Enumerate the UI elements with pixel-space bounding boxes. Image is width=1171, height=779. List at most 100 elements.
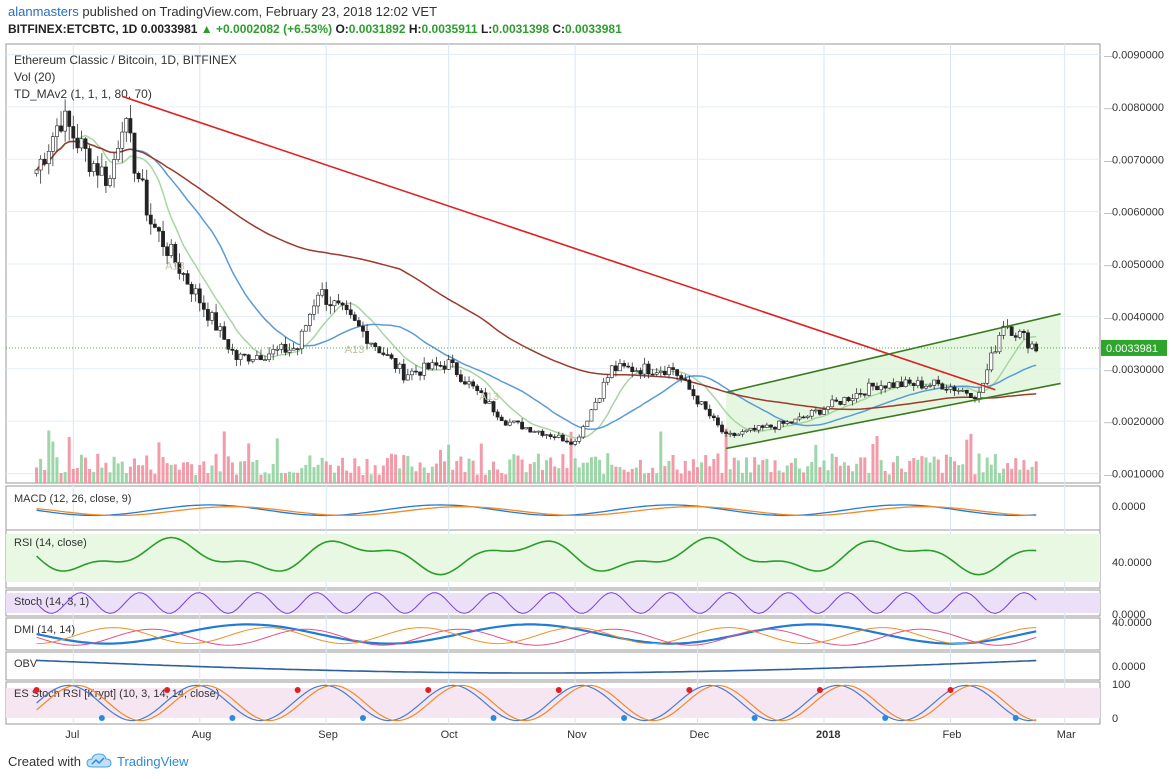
volume-bar xyxy=(422,467,426,483)
time-axis-label: Sep xyxy=(318,729,338,741)
candle-body xyxy=(830,399,835,408)
candle-body xyxy=(458,374,463,382)
candle-body xyxy=(658,370,663,374)
candle-body xyxy=(589,409,594,422)
volume-bar xyxy=(394,454,398,483)
volume-bar xyxy=(402,455,406,483)
obv-line xyxy=(36,659,1037,674)
price-tick-mark: — xyxy=(1104,312,1113,322)
volume-bar xyxy=(904,471,908,483)
candle-body xyxy=(295,348,300,350)
es-stoch-k-line xyxy=(36,684,1037,722)
candle-body xyxy=(161,230,165,248)
candle-body xyxy=(985,369,990,384)
candle-body xyxy=(430,362,435,370)
volume-bar xyxy=(222,431,226,483)
time-axis-label: Jul xyxy=(65,729,79,741)
candle-body xyxy=(626,365,631,368)
price-tick-mark: — xyxy=(1104,103,1113,113)
candle-body xyxy=(948,386,953,390)
es-stoch-signal-dot xyxy=(555,687,562,693)
volume-bar xyxy=(696,467,700,483)
author-link[interactable]: alanmasters xyxy=(8,4,79,19)
volume-bar xyxy=(761,460,765,483)
candle-body xyxy=(854,393,859,399)
volume-legend: Vol (20) xyxy=(14,70,55,84)
candle-body xyxy=(185,273,190,285)
volume-bar xyxy=(557,468,561,483)
volume-bar xyxy=(867,472,871,483)
volume-bar xyxy=(190,464,194,483)
candle-body xyxy=(157,227,161,232)
candle-body xyxy=(891,382,896,388)
candle-body xyxy=(479,390,484,393)
es-stoch-signal-dot xyxy=(686,687,693,693)
volume-bar xyxy=(993,454,997,483)
ma-mid-line xyxy=(35,140,1037,431)
volume-bar xyxy=(304,464,308,483)
candle-body xyxy=(956,389,961,392)
volume-bar xyxy=(789,462,793,483)
time-axis-label: 2018 xyxy=(816,729,840,741)
volume-bar xyxy=(846,465,850,483)
volume-bar xyxy=(720,472,724,483)
volume-bar xyxy=(279,473,283,483)
price-tick-label: 0.0030000 xyxy=(1112,364,1164,376)
dmi-tick: 40.0000 xyxy=(1112,617,1152,629)
low-label: L: xyxy=(480,22,493,36)
candle-body xyxy=(818,409,822,415)
candle-body xyxy=(638,370,643,375)
volume-bar xyxy=(826,470,830,483)
volume-bar xyxy=(324,461,328,483)
price-tick-mark: — xyxy=(1104,50,1113,60)
volume-bar xyxy=(104,462,108,483)
candle-body xyxy=(348,309,353,316)
volume-bar xyxy=(712,459,716,483)
volume-bar xyxy=(132,458,136,483)
candle-body xyxy=(675,369,680,376)
volume-bar xyxy=(479,443,483,483)
candle-body xyxy=(614,365,618,372)
volume-bar xyxy=(753,457,757,483)
candle-body xyxy=(618,363,622,372)
volume-bar xyxy=(312,467,316,483)
candle-body xyxy=(601,381,606,399)
candle-body xyxy=(785,421,790,424)
candle-body xyxy=(369,342,374,345)
volume-bar xyxy=(561,454,565,483)
volume-bar xyxy=(536,453,540,483)
volume-bar xyxy=(108,472,112,483)
candle-body xyxy=(87,148,92,172)
candle-body xyxy=(724,431,728,434)
volume-bar xyxy=(181,462,185,483)
volume-bar xyxy=(744,457,748,483)
candle-body xyxy=(438,364,443,367)
volume-bar xyxy=(683,460,687,483)
volume-bar xyxy=(145,455,149,483)
annotation-label: A13 xyxy=(165,260,185,272)
candle-body xyxy=(736,433,741,436)
candle-body xyxy=(197,288,202,304)
candle-body xyxy=(507,421,512,426)
volume-bar xyxy=(871,443,875,483)
volume-bar xyxy=(283,473,287,483)
candle-body xyxy=(862,393,867,396)
candle-body xyxy=(968,393,973,399)
volume-bar xyxy=(687,470,691,483)
price-tick-label: 0.0020000 xyxy=(1112,416,1164,428)
volume-bar xyxy=(328,464,332,483)
es-stoch-legend: ES Stoch RSI [Krypt] (10, 3, 14, 14, clo… xyxy=(14,688,219,700)
chart-canvas[interactable]: —0.0090000— 0.0080000— 0.0070000— 0.0060000… xyxy=(0,42,1171,746)
candle-body xyxy=(552,436,557,439)
tradingview-brand[interactable]: TradingView xyxy=(117,754,189,769)
candle-body xyxy=(556,434,561,438)
candle-body xyxy=(104,166,108,186)
es-stoch-signal-dot xyxy=(1012,715,1019,721)
candle-body xyxy=(569,441,573,445)
volume-bar xyxy=(259,474,263,483)
volume-bar xyxy=(475,474,479,483)
volume-bar xyxy=(520,459,524,483)
es-stoch-signal-dot xyxy=(425,687,432,693)
es-stoch-signal-dot xyxy=(33,687,40,693)
volume-bar xyxy=(655,473,659,483)
